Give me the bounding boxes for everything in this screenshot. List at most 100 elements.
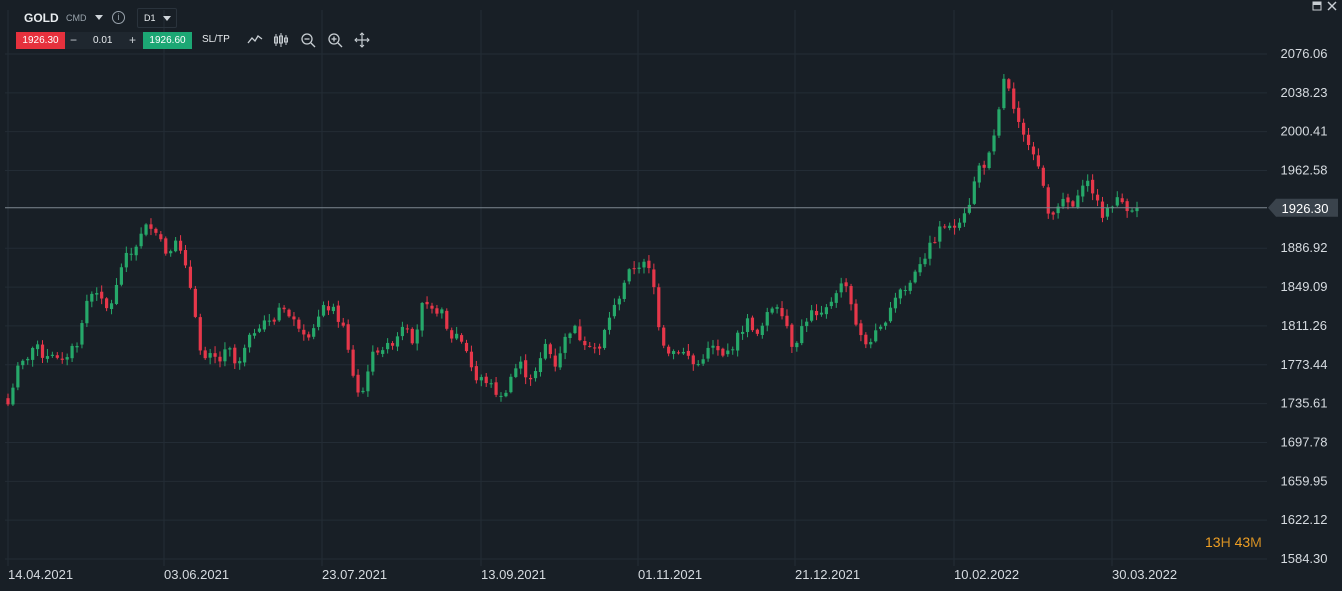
candle-body [657, 287, 661, 328]
candle [252, 328, 257, 339]
x-tick-label: 23.07.2021 [322, 567, 387, 582]
candle-body [469, 351, 474, 368]
candle [607, 311, 612, 335]
candle [701, 354, 705, 366]
candle [60, 352, 64, 364]
candle-body [952, 225, 957, 228]
candle-body [1017, 107, 1021, 122]
candle-body [262, 320, 266, 330]
candle [40, 340, 45, 364]
candle [770, 306, 774, 315]
x-tick-label: 10.02.2022 [954, 567, 1019, 582]
candle-body [573, 325, 577, 334]
candle-body [287, 309, 291, 317]
candle [336, 300, 340, 328]
candle-body [425, 301, 429, 305]
crosshair-move-icon[interactable] [354, 32, 370, 48]
candle [1002, 74, 1006, 111]
candle-body [228, 348, 232, 350]
x-tick-label: 01.11.2021 [638, 567, 702, 582]
candle-body [1091, 179, 1095, 194]
candle [31, 346, 35, 367]
candle-body [977, 165, 981, 183]
candle [139, 227, 143, 249]
candle-body [637, 267, 641, 269]
candle [257, 324, 262, 334]
candle-body [1100, 201, 1105, 218]
candle-body [760, 325, 764, 336]
y-tick-label: 1659.95 [1281, 473, 1328, 488]
candle-body [716, 346, 720, 351]
candle [509, 373, 513, 394]
buy-button[interactable]: 1926.60 [143, 32, 192, 49]
candle-body [982, 164, 986, 168]
lot-stepper: − 0.01 + [65, 32, 143, 49]
lot-size-input[interactable]: 0.01 [93, 35, 113, 46]
candle [1110, 205, 1114, 213]
candle [726, 343, 730, 357]
candle-body [908, 282, 912, 291]
candle-body [671, 351, 676, 355]
candle-body [124, 252, 128, 268]
candlestick-icon[interactable] [273, 32, 289, 48]
candle [696, 360, 700, 367]
candle [316, 309, 321, 331]
sell-button[interactable]: 1926.30 [16, 32, 65, 49]
candle [602, 328, 607, 350]
lot-increase-button[interactable]: + [129, 33, 137, 47]
zoom-out-icon[interactable] [300, 32, 316, 48]
candle-body [154, 228, 158, 233]
lot-decrease-button[interactable]: − [70, 33, 78, 47]
y-tick-label: 1849.09 [1281, 279, 1328, 294]
candle-body [957, 222, 962, 228]
candle [400, 321, 405, 341]
candle-body [755, 329, 759, 334]
candle-body [775, 307, 779, 309]
candle [558, 346, 562, 370]
timeframe-select[interactable]: D1 [137, 8, 177, 28]
symbol-name[interactable]: GOLD [24, 11, 59, 25]
candle [390, 341, 395, 350]
candle-body [247, 334, 252, 348]
candle [933, 236, 937, 244]
candle-body [238, 361, 242, 364]
candle-body [11, 387, 15, 405]
candle [376, 347, 380, 356]
symbol-dropdown-icon[interactable] [95, 15, 103, 20]
candle [805, 318, 809, 333]
candle-body [386, 342, 390, 350]
candle [849, 283, 853, 311]
candle [262, 315, 266, 332]
candle-body [1115, 197, 1119, 206]
line-chart-icon[interactable] [247, 32, 263, 48]
candle [1031, 141, 1036, 161]
sltp-button[interactable]: SL/TP [202, 34, 230, 45]
candle-body [740, 331, 745, 334]
candle-body [568, 333, 572, 339]
candle-body [292, 316, 296, 320]
candle [282, 305, 286, 313]
candle [810, 304, 814, 323]
chart-toolbar: GOLD CMD i D1 1926.30 − 0.01 + 1926.60 S… [0, 0, 1342, 49]
candle-body [321, 305, 326, 316]
candle [962, 208, 967, 227]
candle-body [721, 348, 725, 356]
candle-body [731, 349, 735, 351]
info-icon[interactable]: i [112, 11, 125, 24]
candle [292, 312, 296, 326]
candle [307, 331, 311, 341]
candle [1095, 189, 1100, 207]
zoom-in-icon[interactable] [327, 32, 343, 48]
minimize-icon[interactable] [1312, 1, 1322, 11]
close-icon[interactable] [1327, 1, 1337, 11]
candle [957, 218, 962, 231]
candle-body [1125, 201, 1129, 212]
candle [721, 347, 725, 358]
candle-body [844, 282, 848, 287]
candle [405, 324, 409, 334]
candle [469, 345, 474, 372]
candle [519, 356, 523, 375]
candle-body [928, 242, 932, 259]
candle-body [494, 382, 498, 395]
